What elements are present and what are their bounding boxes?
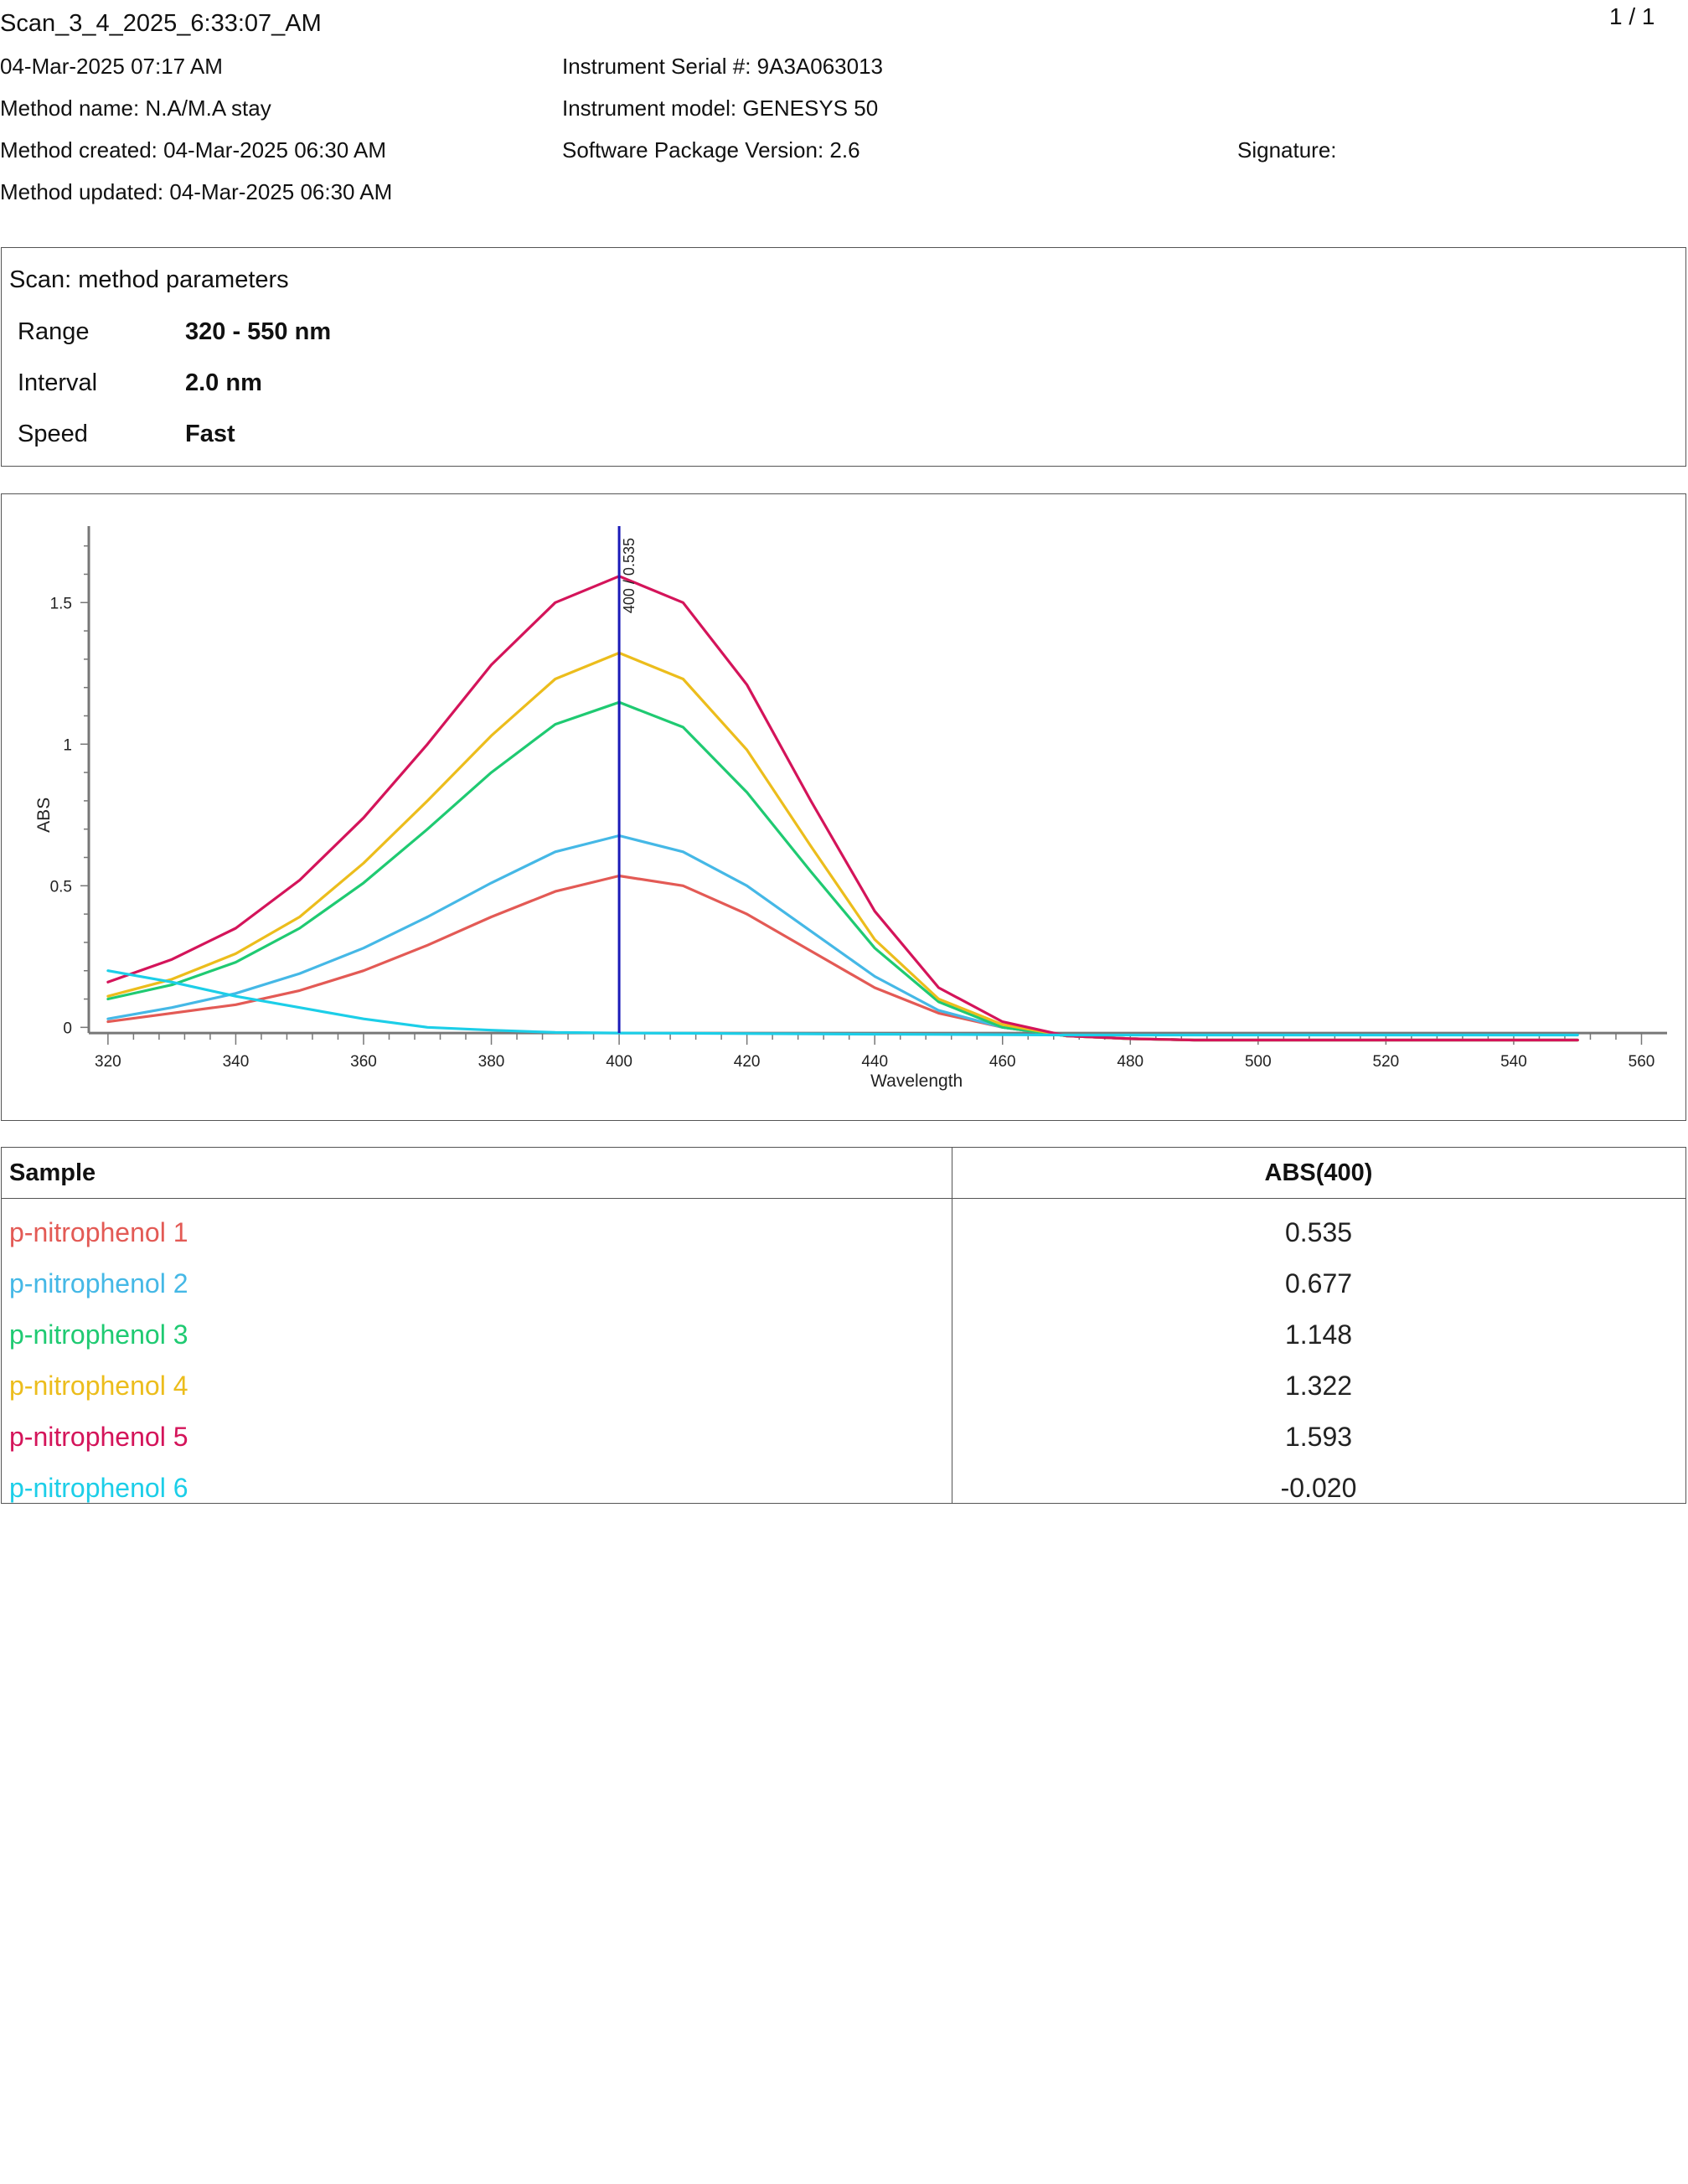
x-tick-label: 360 xyxy=(350,1053,377,1071)
series-line-2 xyxy=(106,834,1579,1042)
series-line-3 xyxy=(106,700,1579,1042)
param-interval-value: 2.0 nm xyxy=(185,369,262,396)
table-row-value: -0.020 xyxy=(1280,1473,1357,1503)
x-tick-label: 440 xyxy=(861,1053,888,1071)
table-row-sample: p-nitrophenol 6 xyxy=(9,1473,188,1503)
cursor-label: 400 / 0.535 xyxy=(621,538,638,613)
x-tick-label: 400 xyxy=(606,1053,632,1071)
results-table: Sample ABS(400) p-nitrophenol 1 0.535 p-… xyxy=(1,1147,1686,1504)
table-row-value: 0.535 xyxy=(1284,1217,1353,1247)
param-interval-label: Interval xyxy=(18,369,98,396)
y-tick-label: 1 xyxy=(63,736,72,754)
y-tick-label: 1.5 xyxy=(50,595,72,612)
param-speed-value: Fast xyxy=(185,421,235,447)
param-speed-label: Speed xyxy=(18,421,88,447)
method-created: Method created: 04-Mar-2025 06:30 AM xyxy=(0,137,387,163)
y-tick-label: 0 xyxy=(63,1020,72,1037)
param-range-value: 320 - 550 nm xyxy=(185,318,332,345)
table-row-sample: p-nitrophenol 4 xyxy=(9,1371,188,1401)
table-header-sample: Sample xyxy=(9,1159,96,1186)
table-row-value: 1.148 xyxy=(1284,1319,1353,1350)
method-updated: Method updated: 04-Mar-2025 06:30 AM xyxy=(0,179,393,204)
table-row-sample: p-nitrophenol 5 xyxy=(9,1422,188,1452)
method-parameters-title: Scan: method parameters xyxy=(9,266,289,293)
y-axis-title: ABS xyxy=(34,798,54,833)
x-tick-label: 480 xyxy=(1117,1053,1143,1071)
software-version: Software Package Version: 2.6 xyxy=(562,137,860,163)
x-tick-label: 320 xyxy=(95,1053,121,1071)
x-tick-label: 380 xyxy=(478,1053,505,1071)
y-tick-label: 0.5 xyxy=(50,878,72,896)
table-row-sample: p-nitrophenol 1 xyxy=(9,1217,188,1247)
x-tick-label: 340 xyxy=(223,1053,250,1071)
table-row-value: 1.593 xyxy=(1284,1422,1353,1452)
table-row-sample: p-nitrophenol 2 xyxy=(9,1268,188,1299)
table-header-divider xyxy=(2,1198,1685,1199)
table-row-value: 0.677 xyxy=(1284,1268,1353,1299)
scan-chart: 320 340 360 380 400 420 440 460 480 500 520 540 560 0… xyxy=(34,526,1667,1091)
table-row-sample: p-nitrophenol 3 xyxy=(9,1319,188,1350)
series-line-6 xyxy=(106,969,1579,1037)
x-tick-label: 560 xyxy=(1629,1053,1655,1071)
table-row-value: 1.322 xyxy=(1284,1371,1353,1401)
x-tick-label: 540 xyxy=(1500,1053,1527,1071)
series-line-1 xyxy=(106,874,1579,1042)
x-tick-label: 520 xyxy=(1373,1053,1400,1071)
table-header-abs: ABS(400) xyxy=(1264,1159,1373,1186)
param-range-label: Range xyxy=(18,318,90,345)
x-axis-title: Wavelength xyxy=(870,1071,963,1091)
x-tick-label: 420 xyxy=(734,1053,761,1071)
instrument-model: Instrument model: GENESYS 50 xyxy=(562,96,879,121)
instrument-serial: Instrument Serial #: 9A3A063013 xyxy=(562,54,884,79)
method-name: Method name: N.A/M.A stay xyxy=(0,96,271,121)
series-line-5 xyxy=(106,575,1579,1042)
method-parameters-panel: Scan: method parameters Range 320 - 550 … xyxy=(1,247,1686,467)
x-tick-label: 460 xyxy=(989,1053,1016,1071)
report-title: Scan_3_4_2025_6:33:07_AM xyxy=(0,10,322,37)
report-datetime: 04-Mar-2025 07:17 AM xyxy=(0,54,223,79)
scan-chart-panel: 320 340 360 380 400 420 440 460 480 500 520 540 560 0… xyxy=(1,493,1686,1121)
x-tick-label: 500 xyxy=(1245,1053,1272,1071)
page-indicator: 1 / 1 xyxy=(1609,3,1655,29)
signature-label: Signature: xyxy=(1237,137,1337,163)
